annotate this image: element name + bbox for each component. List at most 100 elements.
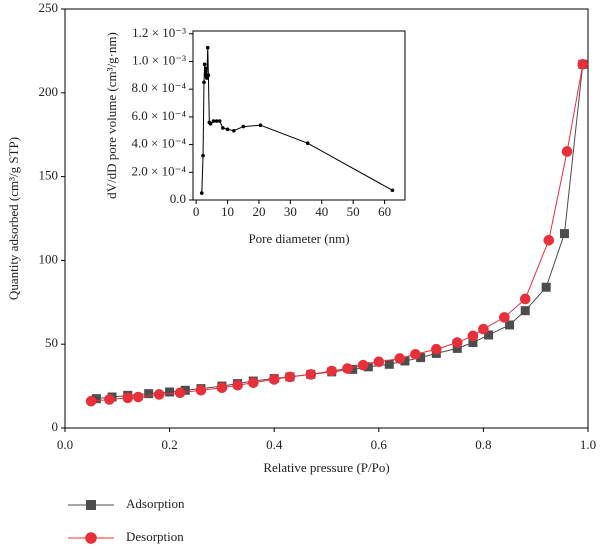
y-tick-label: 250	[39, 0, 59, 15]
marker	[451, 337, 463, 348]
marker	[394, 353, 406, 364]
marker	[467, 330, 479, 342]
marker	[478, 323, 489, 335]
legend-marker	[86, 500, 96, 510]
marker	[232, 128, 236, 133]
marker	[577, 59, 589, 70]
x-tick-label: 30	[284, 204, 297, 219]
series-line	[91, 64, 584, 402]
marker	[559, 229, 569, 239]
marker	[400, 356, 410, 366]
marker	[165, 387, 175, 397]
x-tick-label: 0.8	[475, 437, 491, 452]
marker	[104, 394, 115, 405]
marker	[206, 73, 211, 78]
y-tick-label: 100	[39, 251, 59, 266]
y-tick-label: 4.0 × 10⁻⁴	[132, 136, 187, 151]
marker	[195, 384, 207, 396]
y-tick-label: 2.0 × 10⁻⁴	[132, 163, 187, 178]
legend-marker	[85, 532, 97, 544]
marker	[174, 387, 186, 399]
marker	[241, 124, 246, 129]
x-tick-label: 0.2	[161, 437, 177, 452]
marker	[499, 312, 510, 323]
marker	[305, 141, 310, 146]
marker	[520, 306, 530, 316]
y-tick-label: 150	[39, 168, 59, 183]
marker	[202, 80, 206, 85]
marker	[205, 76, 209, 80]
marker	[384, 359, 394, 369]
y-axis-title: dV/dD pore volume (cm³/g·nm)	[104, 32, 119, 199]
marker	[122, 392, 134, 404]
marker	[505, 320, 515, 330]
marker	[91, 394, 101, 404]
y-tick-label: 0.0	[170, 191, 186, 206]
marker	[153, 389, 165, 400]
x-tick-label: 0.4	[266, 437, 283, 452]
legend-label: Desorption	[126, 529, 184, 544]
marker	[390, 188, 395, 193]
marker	[205, 45, 210, 50]
marker	[180, 385, 190, 395]
marker	[543, 234, 555, 246]
marker	[541, 282, 551, 292]
marker	[416, 353, 426, 363]
y-tick-label: 6.0 × 10⁻⁴	[132, 108, 187, 123]
y-axis-title: Quantity adsorbed (cm³/g STP)	[6, 137, 21, 300]
marker	[214, 119, 219, 123]
marker	[204, 66, 208, 71]
x-axis-title: Pore diameter (nm)	[248, 231, 349, 246]
plot-frame	[192, 30, 406, 201]
y-tick-label: 50	[45, 335, 58, 350]
marker	[232, 379, 243, 391]
marker	[326, 365, 338, 377]
marker	[305, 369, 317, 380]
marker	[468, 338, 478, 348]
x-tick-label: 50	[347, 204, 360, 219]
y-tick-label: 200	[39, 84, 59, 99]
marker	[201, 153, 205, 158]
marker	[221, 126, 225, 130]
marker	[144, 389, 154, 399]
y-tick-label: 1.0 × 10⁻³	[132, 52, 186, 67]
marker	[342, 363, 353, 374]
x-tick-label: 20	[252, 204, 265, 219]
marker	[225, 127, 230, 132]
y-tick-label: 0	[52, 419, 59, 434]
x-tick-label: 40	[315, 204, 328, 219]
marker	[199, 191, 204, 195]
marker	[268, 374, 280, 385]
marker	[211, 119, 216, 123]
marker	[85, 395, 97, 407]
marker	[484, 330, 494, 340]
marker	[216, 382, 228, 394]
marker	[258, 123, 263, 127]
x-tick-label: 1.0	[580, 437, 596, 452]
marker	[410, 348, 421, 360]
marker	[561, 146, 573, 157]
marker	[208, 122, 213, 126]
x-tick-label: 0	[193, 204, 200, 219]
x-tick-label: 0.0	[57, 437, 73, 452]
marker	[373, 356, 385, 368]
y-tick-label: 1.2 × 10⁻³	[132, 25, 186, 40]
marker	[202, 62, 207, 67]
x-axis-title: Relative pressure (P/Po)	[263, 460, 389, 475]
marker	[519, 293, 531, 305]
marker	[363, 362, 373, 372]
x-tick-label: 0.6	[371, 437, 388, 452]
marker	[452, 343, 462, 353]
marker	[431, 343, 442, 355]
marker	[284, 371, 296, 383]
x-tick-label: 10	[221, 204, 234, 219]
marker	[247, 377, 259, 389]
legend-label: Adsorption	[126, 496, 185, 511]
marker	[132, 391, 144, 403]
marker	[357, 359, 369, 371]
x-tick-label: 60	[378, 204, 391, 219]
marker	[217, 119, 222, 123]
y-tick-label: 8.0 × 10⁻⁴	[132, 80, 187, 95]
marker	[203, 73, 208, 78]
